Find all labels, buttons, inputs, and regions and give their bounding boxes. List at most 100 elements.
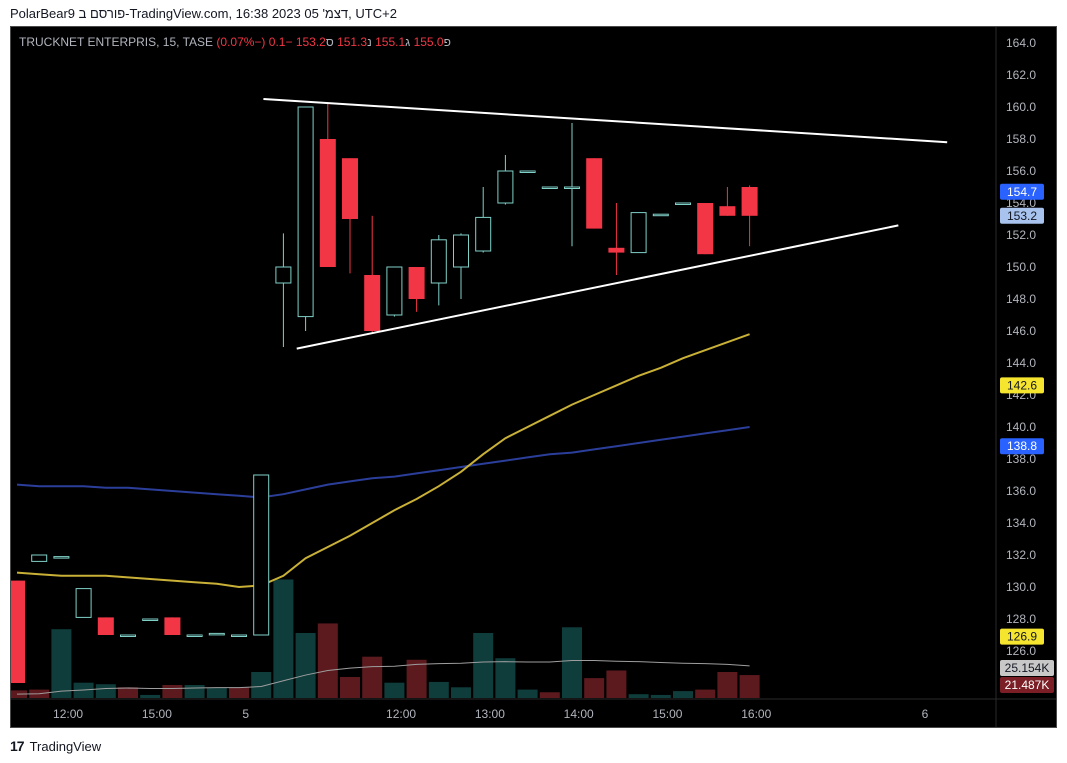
candle-body (275, 266, 292, 284)
chart-canvas[interactable]: 164.0162.0160.0158.0156.0154.0152.0150.0… (11, 27, 1056, 727)
volume-bar (273, 579, 294, 698)
price-label-text: 153.2 (1007, 209, 1037, 223)
legend-close-label: ס (325, 35, 334, 49)
candle-body (75, 588, 92, 618)
price-tick-label: 164.0 (1006, 36, 1036, 50)
volume-bar (673, 691, 693, 698)
candle-body (453, 234, 469, 268)
volume-bar (584, 678, 605, 698)
candle-body (208, 632, 225, 636)
candle-body (697, 203, 714, 255)
volume-bar (229, 687, 249, 698)
candle-body (364, 275, 381, 331)
tradingview-logo-icon: 17 (10, 738, 25, 754)
price-tick-label: 134.0 (1006, 516, 1036, 530)
candle-body (608, 247, 625, 253)
price-tick-label: 162.0 (1006, 68, 1036, 82)
time-tick-label: 14:00 (564, 707, 594, 721)
candle-body (31, 554, 48, 562)
candle-body (142, 618, 159, 621)
chart-frame[interactable]: 164.0 162.0 160.0 158.0 156.0 154.0 152.0 150.0… (10, 26, 1057, 728)
time-tick-label: 13:00 (475, 707, 505, 721)
volume-bar (650, 694, 671, 698)
candle-body (53, 556, 70, 559)
volume-bar (695, 689, 716, 698)
candle-body (253, 474, 270, 636)
price-tick-label: 146.0 (1006, 324, 1036, 338)
candle-body (430, 239, 447, 284)
volume-bar (251, 672, 272, 698)
price-tick-label: 128.0 (1006, 612, 1036, 626)
price-label-box (1000, 207, 1044, 224)
price-label-text: 138.8 (1007, 439, 1037, 453)
price-tick-label: 138.0 (1006, 452, 1036, 466)
candle-body (630, 212, 647, 254)
candle-body (586, 158, 603, 229)
volume-bar (539, 692, 560, 698)
candle-body (11, 580, 25, 683)
chart-caption: PolarBear9 פורסם ב-TradingView.com, 16:3… (10, 6, 397, 21)
price-tick-label: 144.0 (1006, 356, 1036, 370)
volume-bar (495, 658, 516, 698)
candle-body (342, 158, 358, 219)
candle-body (741, 187, 758, 216)
volume-bar (140, 694, 161, 698)
volume-bar (206, 688, 227, 698)
time-tick-label: 5 (242, 707, 249, 721)
price-tick-label: 156.0 (1006, 164, 1036, 178)
price-label-text: 142.6 (1007, 378, 1037, 392)
legend-change: −0.1 (−0.07%) (216, 35, 293, 49)
price-label-text: 126.9 (1007, 630, 1037, 644)
candle-body (564, 186, 580, 189)
candle-body (231, 634, 247, 637)
price-tick-label: 158.0 (1006, 132, 1036, 146)
volume-bar (628, 694, 649, 698)
candle-body (475, 216, 492, 252)
price-tick-label: 130.0 (1006, 580, 1036, 594)
legend-low-value: 151.3 (337, 35, 368, 49)
time-tick-label: 16:00 (741, 707, 771, 721)
volume-bar (717, 672, 738, 698)
legend-symbol: TRUCKNET ENTERPRIS, 15, TASE (19, 35, 214, 49)
time-tick-label: 12:00 (386, 707, 416, 721)
footer: 17 TradingView (10, 738, 101, 754)
candle-body (164, 617, 181, 635)
candle-body (497, 170, 514, 204)
legend-high-label: ג (405, 35, 411, 49)
price-tick-label: 148.0 (1006, 292, 1036, 306)
volume-bar (362, 656, 383, 698)
candle-body (675, 202, 691, 205)
candle-body (297, 106, 314, 318)
trendline (263, 98, 948, 144)
volume-label-text: 21.487K (1005, 678, 1050, 692)
volume-bar (340, 676, 360, 698)
ma-fast-line (16, 333, 750, 589)
symbol-legend: TRUCKNET ENTERPRIS, 15, TASE פ155.0 ג155… (19, 35, 451, 49)
legend-close-value: 153.2 (295, 35, 326, 49)
price-label-box (1000, 438, 1044, 455)
volume-ma-line (16, 660, 750, 695)
volume-bar (384, 682, 405, 698)
volume-bar (317, 623, 338, 698)
price-label-text: 154.7 (1007, 185, 1037, 199)
volume-bar (406, 659, 427, 698)
candle-body (652, 213, 669, 217)
price-label-box (1000, 628, 1044, 645)
price-label-box (1000, 377, 1044, 394)
legend-low-label: נ (367, 35, 372, 49)
candle-body (408, 267, 425, 299)
candle-body (319, 139, 336, 267)
volume-bar (95, 684, 116, 698)
legend-open-value: 155.0 (413, 35, 444, 49)
price-tick-label: 152.0 (1006, 228, 1036, 242)
candle-body (519, 170, 536, 173)
legend-high-value: 155.1 (375, 35, 406, 49)
volume-bar (451, 687, 471, 698)
volume-label-box (1000, 660, 1054, 676)
time-tick-label: 15:00 (652, 707, 682, 721)
time-tick-label: 12:00 (53, 707, 83, 721)
volume-bar (51, 629, 72, 698)
volume-bar (739, 675, 760, 698)
price-label-box (1000, 183, 1044, 200)
volume-bar (162, 685, 183, 698)
